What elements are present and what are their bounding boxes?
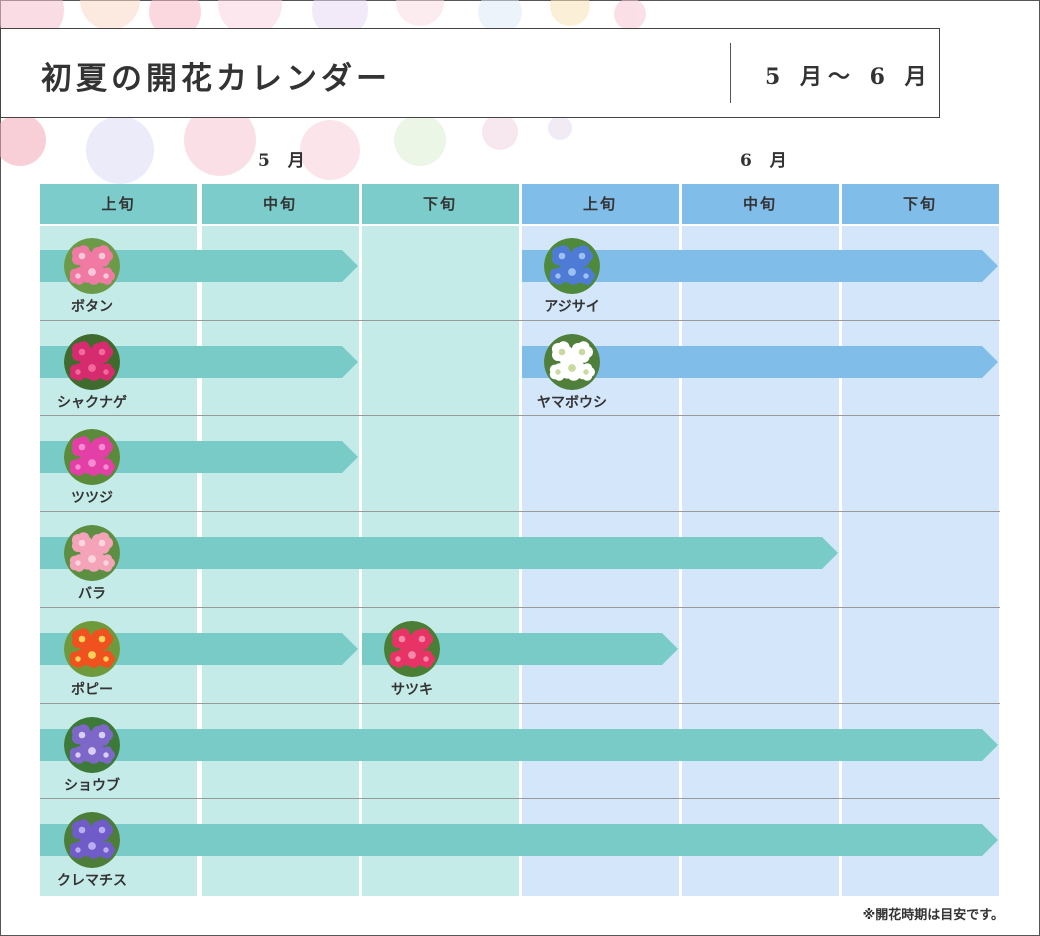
flower-name: アジサイ [544, 299, 600, 315]
title-divider [730, 43, 731, 103]
month-label-june: 6 月 [740, 151, 793, 171]
shakunage-flower-icon [64, 334, 120, 390]
row-divider [40, 511, 1000, 512]
title-box: 初夏の開花カレンダー 5 月〜 6 月 [0, 28, 940, 118]
row-divider [40, 607, 1000, 608]
footnote: ※開花時期は目安です。 [862, 908, 1004, 923]
bloom-period-bar [40, 633, 358, 665]
column-header-may-2: 下旬 [361, 184, 519, 224]
shoubu-flower-icon [64, 717, 120, 773]
flower-name: シャクナゲ [57, 395, 127, 411]
bloom-period-bar [40, 346, 358, 378]
period-range: 5 月〜 6 月 [765, 64, 933, 90]
bloom-period-bar [40, 441, 358, 473]
bloom-period-bar [362, 633, 678, 665]
row-divider [40, 415, 1000, 416]
row-divider [40, 703, 1000, 704]
flower-name: ヤマボウシ [537, 395, 607, 411]
flower-name: クレマチス [57, 873, 127, 889]
flower-name: ショウブ [64, 778, 120, 794]
flower-name: ボタン [71, 299, 113, 315]
flower-name: バラ [78, 586, 106, 602]
satsuki-flower-icon [384, 621, 440, 677]
flower-name: ポピー [71, 682, 113, 698]
page-title: 初夏の開花カレンダー [41, 61, 391, 97]
column-background [841, 226, 999, 896]
ajisai-flower-icon [544, 238, 600, 294]
bloom-period-bar [522, 250, 998, 282]
column-header-may-0: 上旬 [40, 184, 197, 224]
month-label-may: 5 月 [258, 151, 311, 171]
botan-flower-icon [64, 238, 120, 294]
row-divider [40, 798, 1000, 799]
column-header-june-1: 中旬 [681, 184, 839, 224]
bara-flower-icon [64, 525, 120, 581]
poppy-flower-icon [64, 621, 120, 677]
flower-name: ツツジ [71, 490, 113, 506]
column-header-june-0: 上旬 [521, 184, 679, 224]
column-header-may-1: 中旬 [201, 184, 359, 224]
bloom-period-bar [40, 824, 998, 856]
yamaboushi-flower-icon [544, 334, 600, 390]
bloom-period-bar [40, 250, 358, 282]
bloom-period-bar [40, 537, 838, 569]
flower-name: サツキ [391, 682, 433, 698]
column-header-june-2: 下旬 [841, 184, 999, 224]
bloom-period-bar [522, 346, 998, 378]
row-divider [40, 320, 1000, 321]
clematis-flower-icon [64, 812, 120, 868]
bloom-period-bar [40, 729, 998, 761]
floral-decoration [0, 0, 646, 184]
tsutsuji-flower-icon [64, 429, 120, 485]
